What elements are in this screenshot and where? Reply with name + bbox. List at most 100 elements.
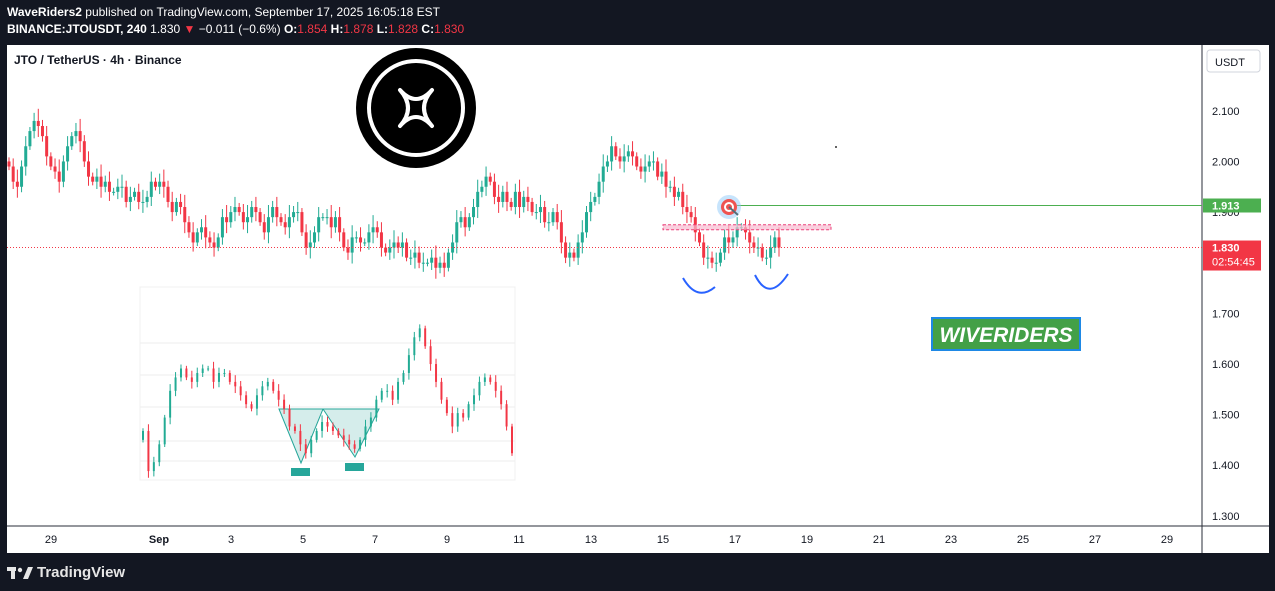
candle-body [656,161,660,177]
time-tick-label: 13 [585,534,597,546]
inset-candle-body [375,399,378,418]
candle-body [702,242,706,258]
candle-body [57,171,61,182]
time-tick-label: 9 [444,534,450,546]
time-axis[interactable]: 29 Sep 3 5 7 9 11 13 15 17 19 21 23 25 27 29 [45,534,1173,546]
inset-candle-body [212,368,215,382]
inset-candle-body [261,386,264,396]
candle-body [367,232,371,243]
candle-body [158,181,162,187]
low-value: 1.828 [388,22,419,36]
candle-body [718,252,722,263]
currency-label: USDT [1215,57,1245,69]
candle-body [45,136,49,157]
chart-panel[interactable]: JTO / TetherUS · 4h · Binance WIVERIDERS… [7,45,1269,553]
candle-body [95,176,99,182]
candle-body [70,136,74,147]
target-icon[interactable] [717,195,741,219]
time-tick-label: 29 [1161,534,1173,546]
inset-candle-body [283,399,286,409]
candle-body [731,237,735,243]
time-tick-label: 17 [729,534,741,546]
candle-body [91,176,95,182]
candle-body [492,181,496,197]
candle-body [735,227,739,238]
candle-body [484,176,488,187]
inset-candle-body [158,444,161,463]
candle-body [530,201,534,213]
inset-candle-body [473,395,476,405]
inset-candle-body [451,413,454,427]
candle-body [601,166,605,182]
inset-candle-body [511,426,513,454]
price-tick-label: 1.400 [1212,460,1240,472]
candle-body [379,232,383,248]
candle-body [488,176,492,182]
candle-body [681,191,685,208]
candle-body [333,217,337,228]
inset-candle-body [456,413,459,427]
inset-candle-body [185,368,188,378]
candle-body [258,212,262,223]
inset-candle-body [228,372,231,382]
candle-body [308,242,312,248]
candle-body [87,161,91,177]
publish-info: published on TradingView.com, September … [85,5,440,19]
inset-candle-body [234,381,237,387]
time-tick-label: 15 [657,534,669,546]
footer-bar [0,555,1275,591]
neckline-zone[interactable] [662,224,832,231]
inset-candle-body [467,404,470,418]
candle-body [275,207,279,218]
inset-candle-body [337,430,340,436]
candle-body [300,212,304,233]
candle-body [237,207,241,213]
price-chart[interactable]: JTO / TetherUS · 4h · Binance WIVERIDERS… [7,45,1269,553]
inset-candle-body [407,355,410,373]
candle-body [384,247,388,253]
candle-body [405,242,409,258]
inset-candle-body [288,408,291,427]
publisher-name[interactable]: WaveRiders2 [7,5,82,19]
inset-candle-body [429,346,432,365]
inset-candle-body [483,377,486,382]
candle-body [455,222,459,243]
inset-candles [142,324,513,478]
price-tick-label: 2.000 [1212,156,1240,168]
candle-body [78,131,82,142]
candle-body [317,217,321,233]
left-bottom-arc[interactable] [682,277,716,294]
candle-body [145,196,149,202]
inset-candle-body [478,381,481,396]
candle-body [329,217,333,228]
bar-countdown: 02:54:45 [1212,257,1255,269]
inset-candle-body [353,444,356,449]
inset-candle-body [342,435,345,440]
inset-candle-body [364,426,367,440]
inset-candle-body [250,404,253,409]
currency-button[interactable]: USDT [1206,49,1261,73]
inset-candle-body [359,439,362,449]
candle-body [212,242,216,248]
brand-text: TradingView [37,564,126,581]
watermark-text: WIVERIDERS [939,324,1072,347]
candle-body [350,237,354,253]
candle-body [292,212,296,218]
candle-body [241,212,245,223]
inset-candle-body [321,422,324,431]
tradingview-brand[interactable]: TradingView [7,564,125,581]
candle-body [635,156,639,167]
candle-body [363,242,367,244]
right-bottom-arc[interactable] [754,273,789,290]
last-price: 1.830 [150,22,181,36]
candle-body [773,237,777,248]
candle-body [476,191,480,208]
candle-body [296,212,300,214]
candle-body [438,262,442,268]
inset-candle-body [418,328,421,338]
inset-candle-body [152,462,155,472]
inset-bottom-marker-right [345,463,364,471]
candle-body [359,237,363,243]
candle-body [547,222,551,224]
